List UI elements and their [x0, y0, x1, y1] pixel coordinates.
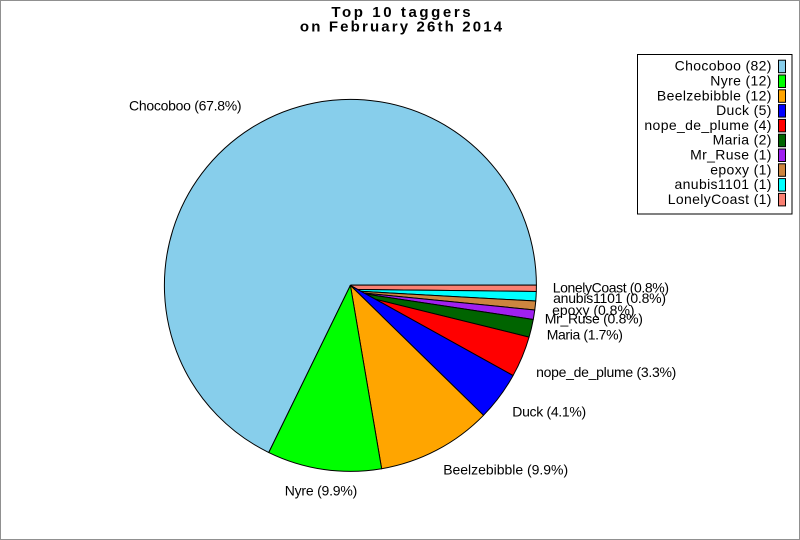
svg-text:nope_de_plume (4): nope_de_plume (4) — [644, 117, 771, 133]
svg-text:anubis1101 (0.8%): anubis1101 (0.8%) — [553, 290, 666, 306]
svg-text:Nyre (12): Nyre (12) — [710, 73, 772, 89]
svg-text:Top 10 taggers: Top 10 taggers — [331, 4, 473, 21]
svg-text:Nyre (9.9%): Nyre (9.9%) — [285, 482, 357, 498]
svg-text:LonelyCoast (0.8%): LonelyCoast (0.8%) — [553, 279, 669, 295]
svg-text:on February 26th 2014: on February 26th 2014 — [300, 18, 504, 35]
svg-text:epoxy (0.8%): epoxy (0.8%) — [552, 302, 634, 318]
svg-text:Mr_Ruse (1): Mr_Ruse (1) — [690, 147, 772, 163]
svg-text:epoxy (1): epoxy (1) — [710, 161, 772, 177]
svg-text:Beelzebibble (9.9%): Beelzebibble (9.9%) — [443, 462, 568, 478]
svg-text:Beelzebibble (12): Beelzebibble (12) — [657, 87, 772, 103]
svg-text:Chocoboo (82): Chocoboo (82) — [675, 58, 772, 74]
svg-text:Maria (2): Maria (2) — [713, 132, 772, 148]
svg-text:Maria (1.7%): Maria (1.7%) — [547, 326, 623, 342]
svg-text:nope_de_plume (3.3%): nope_de_plume (3.3%) — [536, 364, 676, 380]
svg-text:Duck (4.1%): Duck (4.1%) — [512, 403, 586, 419]
svg-text:Chocoboo (67.8%): Chocoboo (67.8%) — [129, 98, 241, 114]
svg-text:anubis1101 (1): anubis1101 (1) — [675, 176, 772, 192]
svg-text:Mr_Ruse (0.8%): Mr_Ruse (0.8%) — [545, 311, 643, 327]
svg-text:LonelyCoast (1): LonelyCoast (1) — [668, 191, 772, 207]
svg-text:Duck (5): Duck (5) — [716, 102, 772, 118]
